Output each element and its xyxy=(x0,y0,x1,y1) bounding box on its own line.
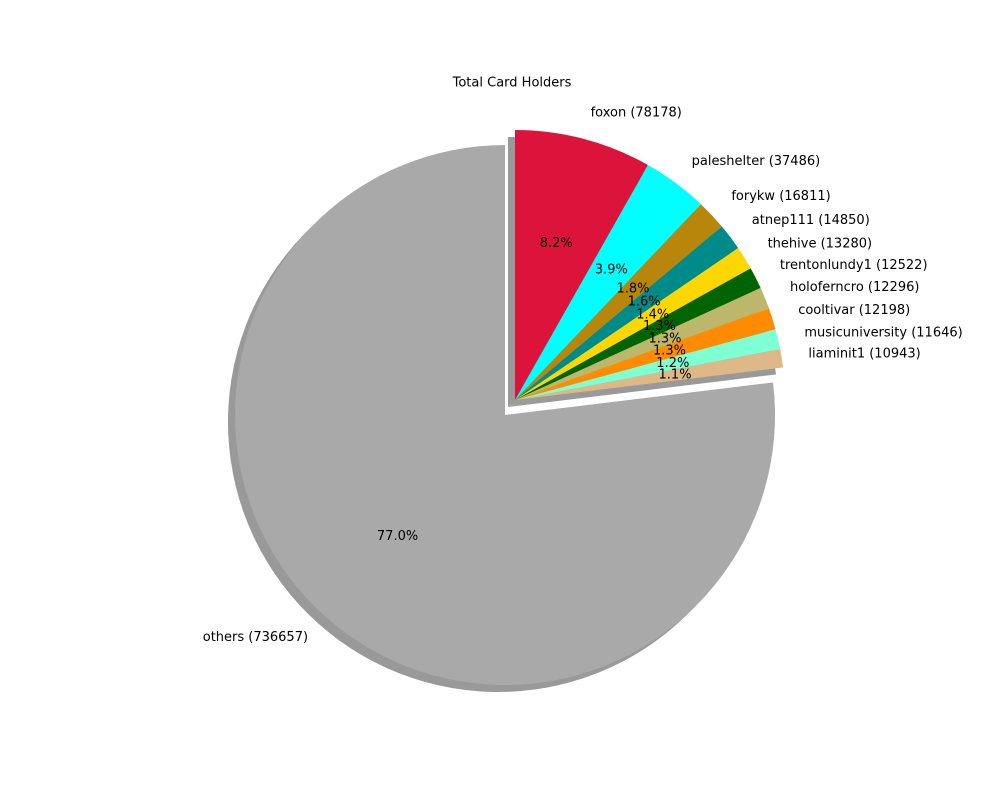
pct-label: 1.4% xyxy=(636,307,669,322)
wedge xyxy=(515,164,701,400)
wedge xyxy=(515,226,739,400)
pct-label: 1.6% xyxy=(628,295,661,310)
pct-label: 8.2% xyxy=(540,236,573,251)
wedge xyxy=(515,130,648,400)
wedge xyxy=(515,308,776,400)
slice-label: forykw (16811) xyxy=(731,189,830,204)
wedge xyxy=(234,145,775,686)
slice-label: cooltivar (12198) xyxy=(798,303,910,318)
slice-label: trentonlundy1 (12522) xyxy=(780,258,928,273)
slice-label: others (736657) xyxy=(203,630,308,645)
pct-label: 1.1% xyxy=(659,367,692,382)
pct-label: 1.8% xyxy=(616,282,649,297)
pct-label: 1.2% xyxy=(656,356,689,371)
wedge xyxy=(515,329,781,400)
slice-label: foxon (78178) xyxy=(591,105,682,120)
slice-label: paleshelter (37486) xyxy=(692,154,821,169)
slice-label: thehive (13280) xyxy=(768,236,873,251)
slice-label: holoferncro (12296) xyxy=(790,280,919,295)
pct-label: 1.3% xyxy=(648,331,681,346)
chart-title: Total Card Holders xyxy=(452,76,572,91)
slice-label: liaminit1 (10943) xyxy=(808,347,920,362)
slice-label: musicuniversity (11646) xyxy=(804,326,962,341)
wedge xyxy=(515,204,722,400)
wedge xyxy=(515,349,784,400)
wedge xyxy=(515,248,751,400)
slice-label: atnep111 (14850) xyxy=(752,213,870,228)
pct-label: 1.3% xyxy=(643,319,676,334)
pct-label: 3.9% xyxy=(595,262,628,277)
wedge xyxy=(515,268,761,400)
pct-label: 77.0% xyxy=(377,529,418,544)
pct-label: 1.3% xyxy=(653,344,686,359)
wedge xyxy=(515,287,769,400)
